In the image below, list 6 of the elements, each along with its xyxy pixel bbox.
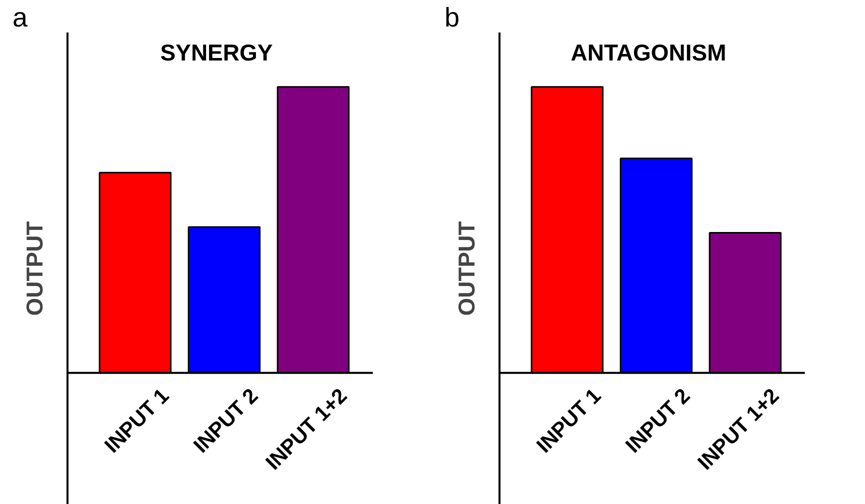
chart-title: ANTAGONISM <box>570 40 726 66</box>
y-axis-title: OUTPUT <box>454 221 480 316</box>
text: b <box>444 2 460 32</box>
text: a <box>12 2 28 32</box>
chart-title: SYNERGY <box>160 40 273 66</box>
y-axis-title: OUTPUT <box>22 221 48 316</box>
